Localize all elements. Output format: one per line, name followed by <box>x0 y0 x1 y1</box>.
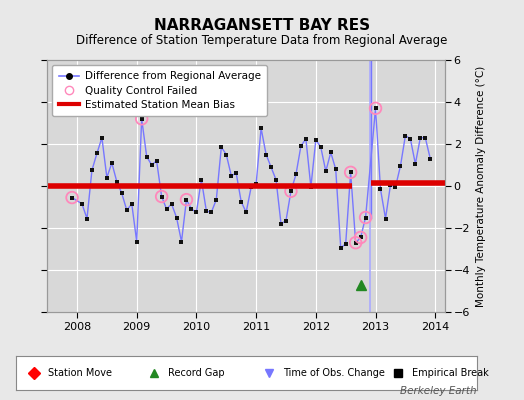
Point <box>307 184 315 190</box>
Point <box>332 166 340 172</box>
Text: Berkeley Earth: Berkeley Earth <box>400 386 477 396</box>
Point <box>292 171 300 178</box>
Point <box>117 190 126 196</box>
Point <box>227 172 235 179</box>
Point <box>217 144 225 150</box>
Point <box>197 176 205 183</box>
Point <box>346 169 355 176</box>
Point <box>152 158 161 164</box>
Point <box>192 209 201 216</box>
Point <box>202 208 211 214</box>
Point <box>157 193 166 200</box>
Point <box>68 194 77 201</box>
Point <box>336 245 345 251</box>
Point <box>312 137 320 143</box>
Point <box>93 150 101 157</box>
Point <box>396 163 405 169</box>
Point <box>272 176 280 183</box>
Text: Record Gap: Record Gap <box>168 368 224 378</box>
Point <box>282 218 290 224</box>
Point <box>78 201 86 207</box>
Point <box>277 221 285 227</box>
Point <box>182 196 191 203</box>
Point <box>372 105 380 112</box>
Point <box>167 201 176 207</box>
Point <box>411 161 420 167</box>
Point <box>232 170 241 177</box>
Text: Difference of Station Temperature Data from Regional Average: Difference of Station Temperature Data f… <box>77 34 447 47</box>
Point <box>421 134 430 141</box>
Point <box>372 105 380 112</box>
Point <box>123 207 131 213</box>
Point <box>391 184 400 190</box>
Point <box>172 214 181 221</box>
Point <box>83 215 91 222</box>
Point <box>342 240 350 247</box>
Point <box>352 240 360 246</box>
Point <box>316 144 325 150</box>
Point <box>352 240 360 246</box>
Point <box>386 182 395 188</box>
Point <box>401 132 410 139</box>
Point <box>287 188 295 194</box>
Text: NARRAGANSETT BAY RES: NARRAGANSETT BAY RES <box>154 18 370 33</box>
Point <box>416 134 424 141</box>
Text: Empirical Break: Empirical Break <box>412 368 489 378</box>
Point <box>207 209 215 216</box>
Point <box>356 234 365 241</box>
Point <box>157 193 166 200</box>
Point <box>68 194 77 201</box>
Point <box>356 234 365 241</box>
Point <box>88 167 96 174</box>
Point <box>247 184 255 190</box>
Point <box>362 214 370 221</box>
Point <box>426 156 434 162</box>
Point <box>97 134 106 141</box>
Point <box>267 164 275 170</box>
Point <box>322 168 330 174</box>
Point <box>242 209 250 216</box>
Point <box>212 196 221 203</box>
Point <box>162 206 171 212</box>
Point <box>222 151 231 158</box>
Point <box>103 174 111 181</box>
Point <box>137 116 146 122</box>
Point <box>237 198 245 205</box>
Point <box>302 136 310 142</box>
Point <box>262 151 270 158</box>
Point <box>133 238 141 245</box>
Point <box>177 238 185 245</box>
Legend: Difference from Regional Average, Quality Control Failed, Estimated Station Mean: Difference from Regional Average, Qualit… <box>52 65 267 116</box>
Point <box>182 196 191 203</box>
Point <box>143 153 151 160</box>
Point <box>362 214 370 221</box>
Point <box>326 149 335 156</box>
Point <box>297 143 305 149</box>
Point <box>257 125 265 132</box>
Point <box>127 201 136 207</box>
Point <box>287 188 295 194</box>
Point <box>147 162 156 168</box>
Point <box>137 116 146 122</box>
Point <box>406 136 414 142</box>
Point <box>252 181 260 187</box>
Point <box>346 169 355 176</box>
Point <box>107 160 116 166</box>
Text: Station Move: Station Move <box>48 368 112 378</box>
Point <box>376 186 385 192</box>
Point <box>381 215 390 222</box>
Point <box>187 206 195 212</box>
Text: Time of Obs. Change: Time of Obs. Change <box>283 368 385 378</box>
Y-axis label: Monthly Temperature Anomaly Difference (°C): Monthly Temperature Anomaly Difference (… <box>476 65 486 307</box>
Point <box>113 178 121 185</box>
